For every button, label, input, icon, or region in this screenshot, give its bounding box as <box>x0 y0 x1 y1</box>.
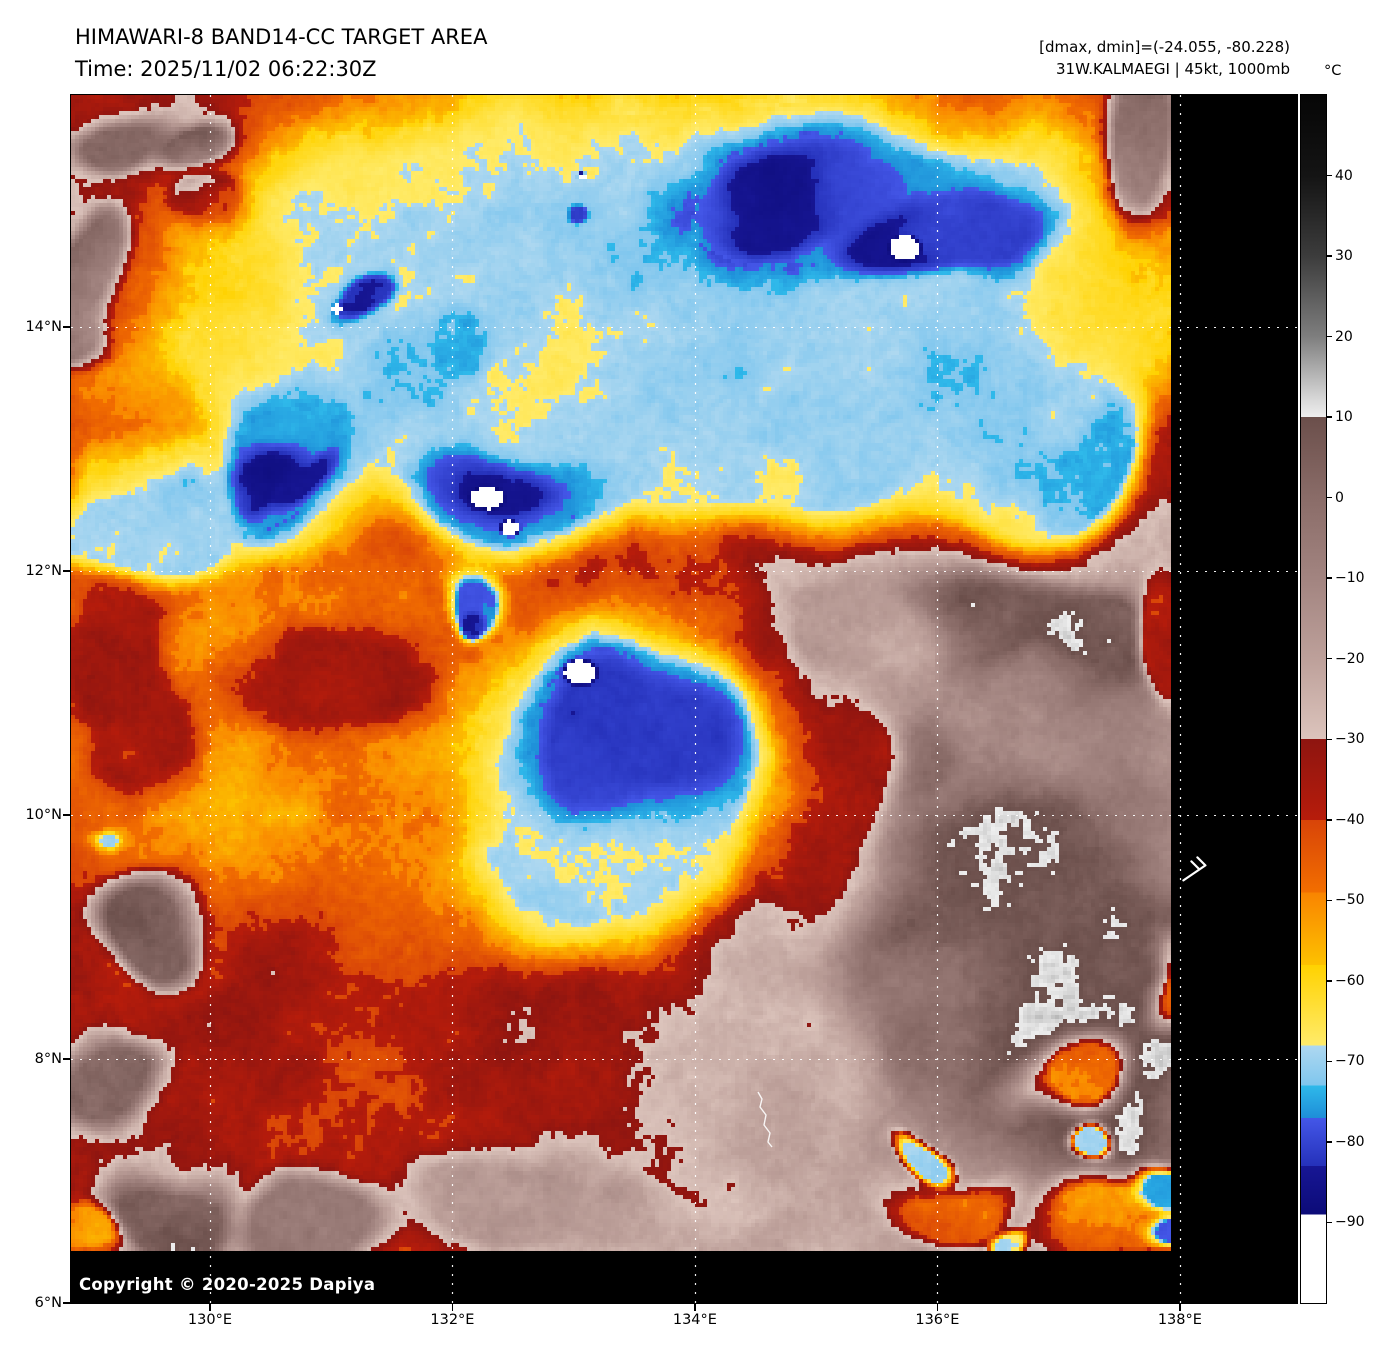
lat-tick-mark <box>63 326 71 328</box>
colorbar-tick-label: −70 <box>1335 1053 1365 1070</box>
colorbar-tick-label: 30 <box>1335 248 1353 265</box>
lon-tick-mark <box>451 1303 454 1311</box>
colorbar-unit-label: °C <box>1324 63 1342 79</box>
figure-time: Time: 2025/11/02 06:22:30Z <box>75 57 377 81</box>
colorbar-tick-label: 40 <box>1335 167 1353 184</box>
colorbar-tick-label: −40 <box>1335 811 1365 828</box>
colorbar-tick-mark <box>1327 1060 1332 1063</box>
header-info: [dmax, dmin]=(-24.055, -80.228) 31W.KALM… <box>1039 36 1290 80</box>
colorbar-tick-label: 10 <box>1335 409 1353 426</box>
lat-tick-mark <box>63 814 71 816</box>
colorbar-tick-mark <box>1327 255 1332 257</box>
colorbar-tick-mark <box>1327 819 1332 821</box>
satellite-canvas <box>71 95 1297 1303</box>
colorbar-gradient <box>1300 94 1327 1304</box>
colorbar-tick-mark <box>1327 335 1332 338</box>
lon-tick-label: 132°E <box>430 1312 475 1328</box>
colorbar-tick-mark <box>1327 416 1332 418</box>
lon-tick-label: 138°E <box>1157 1312 1202 1328</box>
colorbar-tick-mark <box>1327 738 1332 741</box>
lat-tick-label: 6°N <box>34 1295 62 1311</box>
colorbar-tick-mark <box>1327 1221 1332 1224</box>
lon-tick-mark <box>694 1303 696 1311</box>
colorbar-tick-label: −20 <box>1335 650 1365 667</box>
lat-tick-label: 8°N <box>34 1051 62 1067</box>
colorbar-tick-label: −30 <box>1335 731 1365 748</box>
lat-tick-mark <box>63 570 71 572</box>
colorbar-tick-label: −80 <box>1335 1133 1365 1150</box>
dmax-dmin-readout: [dmax, dmin]=(-24.055, -80.228) <box>1039 38 1290 56</box>
lat-tick-label: 10°N <box>25 807 62 824</box>
lon-tick-label: 134°E <box>672 1312 717 1328</box>
colorbar-tick-mark <box>1327 980 1332 982</box>
colorbar-tick-mark <box>1327 1141 1332 1143</box>
lon-tick-label: 136°E <box>915 1312 960 1328</box>
lon-tick-mark <box>1179 1303 1181 1311</box>
lat-tick-label: 14°N <box>25 319 62 336</box>
lat-tick-mark <box>63 1058 71 1060</box>
lat-tick-label: 12°N <box>25 563 62 580</box>
figure-title: HIMAWARI-8 BAND14-CC TARGET AREA <box>75 25 488 49</box>
colorbar-tick-label: −50 <box>1335 892 1365 909</box>
colorbar-tick-label: −60 <box>1335 972 1365 989</box>
colorbar-tick-mark <box>1327 496 1332 499</box>
colorbar-tick-mark <box>1327 899 1332 902</box>
storm-info: 31W.KALMAEGI | 45kt, 1000mb <box>1056 60 1290 78</box>
colorbar-tick-mark <box>1327 657 1332 660</box>
lon-tick-mark <box>936 1303 939 1311</box>
colorbar-tick-label: 0 <box>1335 489 1344 506</box>
lon-tick-mark <box>209 1303 211 1311</box>
colorbar-tick-label: 20 <box>1335 328 1353 345</box>
copyright-text: Copyright © 2020-2025 Dapiya <box>79 1275 376 1294</box>
lat-tick-mark <box>63 1302 71 1304</box>
colorbar-tick-label: −90 <box>1335 1214 1365 1231</box>
lon-tick-label: 130°E <box>187 1312 232 1328</box>
colorbar-tick-mark <box>1327 174 1332 177</box>
colorbar-tick-mark <box>1327 577 1332 579</box>
colorbar-tick-label: −10 <box>1335 570 1365 587</box>
